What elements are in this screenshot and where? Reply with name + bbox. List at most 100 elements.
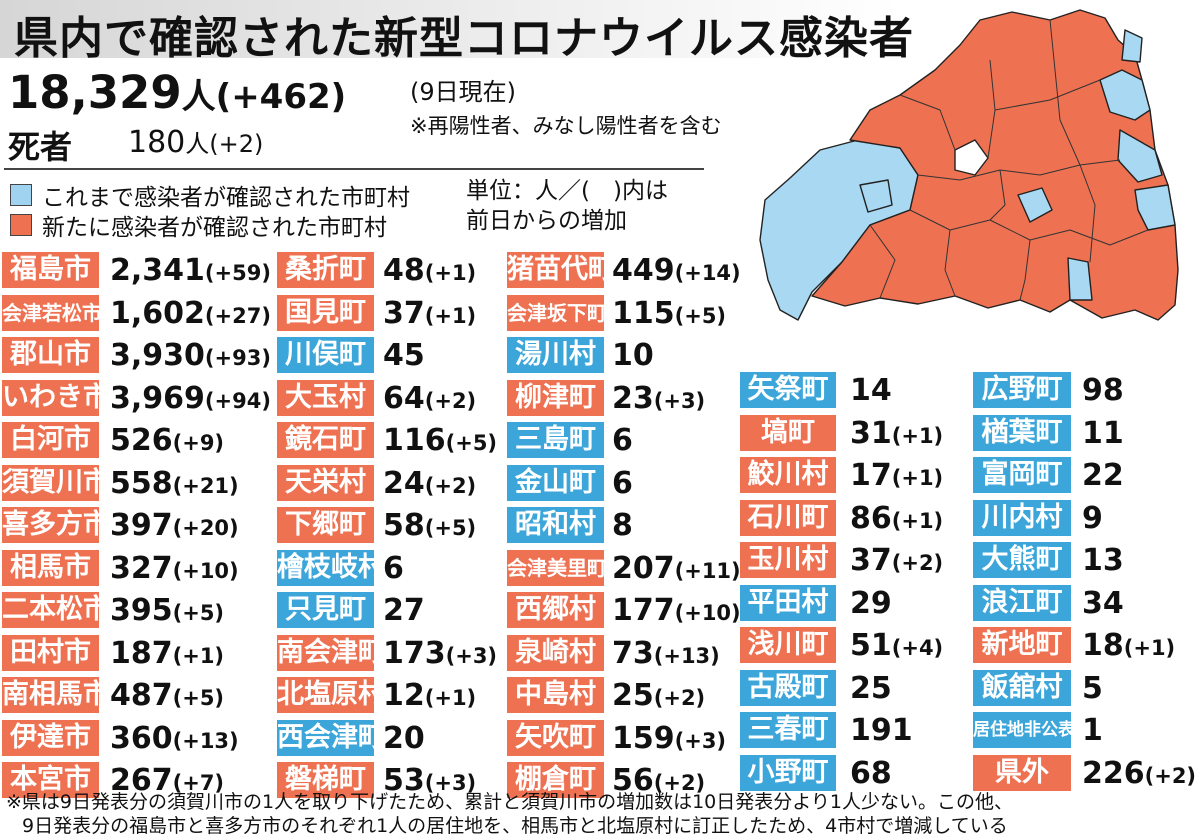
case-delta: (+1) xyxy=(891,424,944,448)
municipality-row: 昭和村 8 xyxy=(507,507,752,543)
map-region-south1 xyxy=(1067,257,1093,301)
case-delta: (+9) xyxy=(172,431,225,455)
municipality-name: 会津若松市 xyxy=(2,295,99,331)
municipality-value: 29 xyxy=(850,585,892,621)
municipality-name: 金山町 xyxy=(507,465,604,501)
case-delta: (+59) xyxy=(204,261,271,285)
case-count: 17 xyxy=(850,458,892,493)
footnote-line1: ※県は9日発表分の須賀川市の1人を取り下げたため、累計と須賀川市の増加数は10日… xyxy=(6,791,1013,813)
municipality-name: 泉崎村 xyxy=(507,635,604,671)
map-region-east1 xyxy=(1099,69,1151,121)
municipality-value: 327(+10) xyxy=(110,550,239,586)
case-count: 397 xyxy=(110,508,173,543)
municipality-row: 川内村 9 xyxy=(973,500,1200,536)
municipality-value: 20 xyxy=(383,720,425,756)
municipality-value: 159(+3) xyxy=(612,720,726,756)
municipality-value: 9 xyxy=(1082,500,1103,536)
municipality-value: 5 xyxy=(1082,670,1103,706)
total-cases: 18,329人(+462) xyxy=(8,66,346,119)
municipality-name: 檜枝岐村 xyxy=(277,550,374,586)
municipality-row: 会津坂下町 115(+5) xyxy=(507,295,752,331)
municipality-row: 三春町 191 xyxy=(740,712,990,748)
municipality-name: 南相馬市 xyxy=(2,677,99,713)
case-count: 45 xyxy=(383,338,425,373)
case-delta: (+94) xyxy=(204,389,271,413)
municipality-row: 小野町 68 xyxy=(740,755,990,791)
as-of-date: (9日現在) xyxy=(410,78,516,106)
case-delta: (+21) xyxy=(172,474,239,498)
municipality-row: 檜枝岐村 6 xyxy=(277,550,523,586)
case-count: 360 xyxy=(110,721,173,756)
municipality-name: 西会津町 xyxy=(277,720,374,756)
municipality-row: 二本松市 395(+5) xyxy=(2,592,250,628)
case-count: 56 xyxy=(612,763,654,798)
municipality-row: 大熊町 13 xyxy=(973,542,1200,578)
case-delta: (+13) xyxy=(653,644,720,668)
municipality-row: 天栄村 24(+2) xyxy=(277,465,523,501)
municipality-row: 相馬市 327(+10) xyxy=(2,550,250,586)
case-delta: (+7) xyxy=(172,771,225,795)
fukushima-map xyxy=(759,9,1179,321)
case-delta: (+5) xyxy=(424,516,477,540)
legend-previous-label: これまで感染者が確認された市町村 xyxy=(42,185,410,211)
municipality-value: 116(+5) xyxy=(383,422,497,458)
case-count: 1,602 xyxy=(110,296,205,331)
case-count: 58 xyxy=(383,508,425,543)
municipality-row: 会津若松市 1,602(+27) xyxy=(2,295,271,331)
municipality-value: 24(+2) xyxy=(383,465,476,501)
municipality-value: 360(+13) xyxy=(110,720,239,756)
case-delta: (+2) xyxy=(891,551,944,575)
municipality-name: 湯川村 xyxy=(507,337,604,373)
municipality-value: 267(+7) xyxy=(110,762,224,798)
case-count: 487 xyxy=(110,678,173,713)
municipality-value: 58(+5) xyxy=(383,507,476,543)
municipality-row: 鮫川村 17(+1) xyxy=(740,457,990,493)
case-count: 68 xyxy=(850,756,892,791)
municipality-name: 下郷町 xyxy=(277,507,374,543)
municipality-value: 449(+14) xyxy=(612,252,741,288)
municipality-name: 柳津町 xyxy=(507,380,604,416)
case-count: 207 xyxy=(612,551,675,586)
case-count: 6 xyxy=(612,423,633,458)
unit-note-line1: 単位：人／( )内は xyxy=(466,178,668,204)
municipality-value: 13 xyxy=(1082,542,1124,578)
municipality-name: 郡山市 xyxy=(2,337,99,373)
municipality-value: 12(+1) xyxy=(383,677,476,713)
municipality-name: 新地町 xyxy=(973,627,1071,663)
municipality-name: 桑折町 xyxy=(277,252,374,288)
municipality-name: 川俣町 xyxy=(277,337,374,373)
case-delta: (+2) xyxy=(1144,764,1197,788)
case-delta: (+10) xyxy=(172,559,239,583)
municipality-value: 86(+1) xyxy=(850,500,943,536)
map-region-no-cases xyxy=(954,139,989,176)
municipality-row: 柳津町 23(+3) xyxy=(507,380,752,416)
case-delta: (+20) xyxy=(172,516,239,540)
municipality-name: 浅川町 xyxy=(740,627,836,663)
municipality-name: 石川町 xyxy=(740,500,836,536)
municipality-value: 115(+5) xyxy=(612,295,726,331)
municipality-row: 西会津町 20 xyxy=(277,720,523,756)
case-delta: (+11) xyxy=(674,559,741,583)
municipality-name: 猪苗代町 xyxy=(507,252,604,288)
municipality-name: 只見町 xyxy=(277,592,374,628)
municipality-value: 17(+1) xyxy=(850,457,943,493)
map-region-coast-small xyxy=(1121,29,1143,63)
case-count: 64 xyxy=(383,381,425,416)
municipality-name: 平田村 xyxy=(740,585,836,621)
municipality-value: 526(+9) xyxy=(110,422,224,458)
municipality-value: 397(+20) xyxy=(110,507,239,543)
map-region-main xyxy=(811,9,1179,321)
municipality-row: 田村市 187(+1) xyxy=(2,635,250,671)
municipality-row: 矢吹町 159(+3) xyxy=(507,720,752,756)
municipality-value: 25(+2) xyxy=(612,677,705,713)
municipality-row: 只見町 27 xyxy=(277,592,523,628)
municipality-name: 浪江町 xyxy=(973,585,1071,621)
blue-swatch-icon xyxy=(10,184,32,206)
case-delta: (+1) xyxy=(424,686,477,710)
municipality-value: 226(+2) xyxy=(1082,755,1196,791)
map-region-east2 xyxy=(1117,129,1163,183)
case-count: 6 xyxy=(612,466,633,501)
page-title: 県内で確認された新型コロナウイルス感染者 xyxy=(14,13,914,64)
case-count: 395 xyxy=(110,593,173,628)
municipality-row: 福島市 2,341(+59) xyxy=(2,252,271,288)
